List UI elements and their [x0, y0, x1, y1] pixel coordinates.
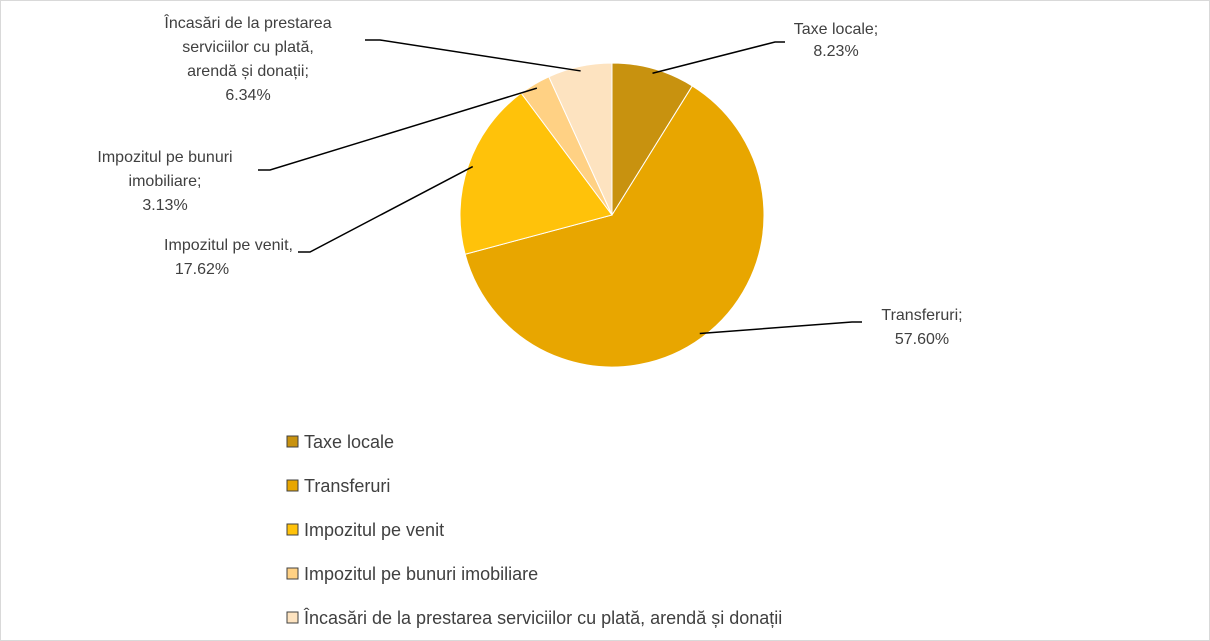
- legend-label: Încasări de la prestarea serviciilor cu …: [303, 608, 782, 628]
- legend-swatch: [286, 523, 299, 536]
- pie-slice: [548, 62, 613, 216]
- leader-line: [699, 321, 862, 335]
- data-label: Taxe locale;: [794, 21, 879, 38]
- pie-slice: [464, 85, 765, 368]
- data-label: Impozitul pe bunuri: [97, 149, 232, 166]
- data-label: 8.23%: [813, 43, 858, 60]
- leader-line: [652, 41, 785, 74]
- leader-line: [365, 39, 581, 72]
- data-label: 17.62%: [175, 261, 229, 278]
- data-label: serviciilor cu plată,: [182, 39, 314, 56]
- data-label: Încasări de la prestarea: [163, 13, 331, 32]
- data-label: Transferuri;: [881, 307, 962, 324]
- legend-swatch: [286, 435, 299, 448]
- legend-swatch: [286, 611, 299, 624]
- legend-label: Impozitul pe venit: [304, 520, 444, 540]
- data-label: 3.13%: [142, 197, 187, 214]
- data-label: imobiliare;: [129, 173, 202, 190]
- legend-swatch: [286, 567, 299, 580]
- pie-slice: [611, 62, 693, 217]
- pie-slice: [459, 92, 613, 255]
- leader-line: [258, 87, 538, 171]
- data-label: 57.60%: [895, 331, 949, 348]
- data-label: 6.34%: [225, 87, 270, 104]
- data-label: Impozitul pe venit,: [164, 237, 293, 254]
- data-label: arendă și donații;: [187, 63, 309, 80]
- legend-label: Impozitul pe bunuri imobiliare: [304, 564, 538, 584]
- legend-swatch: [286, 479, 299, 492]
- legend-label: Transferuri: [304, 476, 390, 496]
- leader-line: [298, 165, 474, 253]
- legend-label: Taxe locale: [304, 432, 394, 452]
